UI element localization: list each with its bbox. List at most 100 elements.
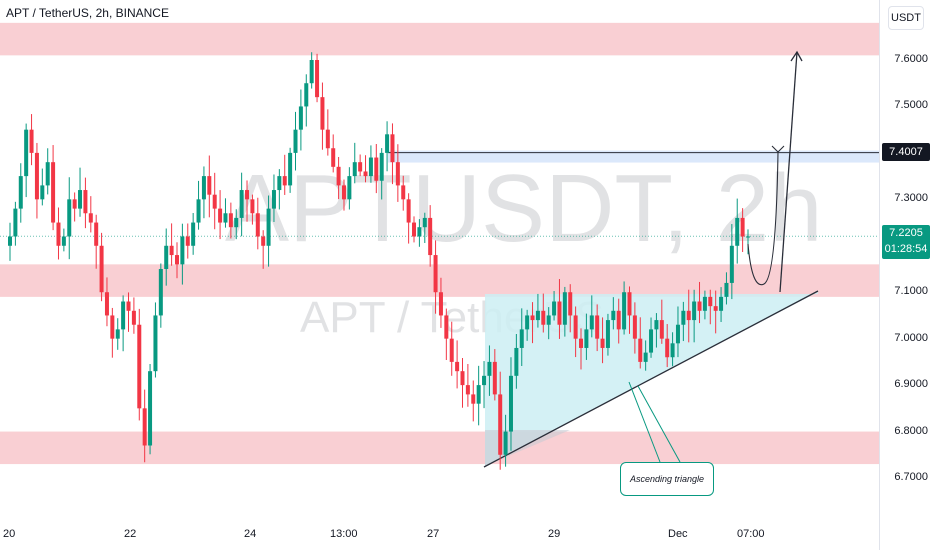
y-tick-label: 7.6000 — [894, 53, 928, 65]
candle-body — [719, 296, 724, 311]
candle-body — [78, 190, 83, 209]
candle-body — [169, 245, 174, 256]
x-tick-label: 29 — [548, 528, 561, 540]
ascending-triangle-label[interactable]: Ascending triangle — [620, 462, 714, 496]
candle-body — [746, 236, 750, 238]
candle-body — [298, 106, 303, 130]
candle-body — [740, 217, 745, 237]
candle-body — [180, 236, 185, 265]
candle-body — [110, 315, 115, 339]
x-tick-label: 07:00 — [737, 528, 765, 540]
candle-body — [385, 134, 390, 153]
candle-body — [261, 236, 266, 246]
candle-body — [72, 199, 77, 209]
candle-body — [201, 176, 206, 200]
candle-body — [374, 157, 379, 181]
candle-body — [449, 338, 454, 362]
candle-body — [18, 176, 23, 209]
x-tick-label: 24 — [244, 528, 257, 540]
x-tick-label: 22 — [124, 528, 137, 540]
candle-body — [476, 385, 481, 404]
candle-body — [45, 162, 50, 186]
candle-body — [212, 194, 217, 209]
candle-body — [643, 352, 648, 362]
candle-body — [266, 208, 271, 246]
candle-body — [492, 361, 497, 395]
candle-body — [282, 176, 287, 186]
candle-body — [174, 255, 179, 265]
candle-body — [368, 157, 373, 177]
candle-body — [185, 236, 190, 246]
candle-body — [158, 269, 163, 316]
candle-body — [455, 361, 460, 372]
y-tick-label: 6.9000 — [894, 378, 928, 391]
candle-body — [546, 315, 551, 325]
candle-body — [460, 371, 465, 386]
y-tick-label: 7.5000 — [894, 99, 928, 112]
candle-body — [61, 236, 66, 246]
y-tick-label: 7.3000 — [894, 192, 928, 205]
candle-body — [729, 245, 734, 283]
candle-body — [126, 301, 131, 311]
candle-body — [325, 129, 330, 149]
candle-body — [433, 255, 438, 293]
candle-body — [320, 97, 325, 130]
candle-body — [616, 310, 621, 330]
breakout-arrowhead — [790, 50, 803, 62]
candle-body — [584, 329, 589, 348]
candle-body — [482, 375, 487, 386]
candle-body — [417, 227, 422, 237]
price-axis[interactable]: USDT — [879, 0, 932, 550]
candle-body — [514, 347, 519, 376]
candle-body — [632, 315, 637, 339]
candle-body — [622, 292, 627, 330]
candle-body — [336, 166, 341, 186]
candle-body — [40, 185, 45, 200]
candle-body — [675, 324, 680, 344]
symbol-title: APT / TetherUS, 2h, BINANCE — [6, 6, 169, 20]
y-tick-label: 7.1000 — [894, 285, 928, 298]
candle-body — [562, 292, 567, 325]
candle-body — [670, 343, 675, 358]
candle-body — [541, 310, 546, 325]
candles — [8, 52, 750, 470]
candle-body — [649, 329, 654, 353]
candle-body — [358, 162, 363, 172]
candle-body — [347, 176, 352, 200]
candle-body — [627, 292, 632, 316]
bar-countdown: 01:28:54 — [884, 243, 928, 255]
candle-body — [131, 310, 136, 325]
candle-body — [29, 129, 34, 153]
candle-body — [94, 222, 99, 246]
candle-body — [153, 315, 158, 372]
candle-body — [552, 301, 557, 316]
candle-body — [401, 185, 406, 200]
candle-body — [406, 199, 411, 223]
candle-body — [288, 152, 293, 186]
symbol-watermark: APTUSDT, 2h — [225, 155, 823, 262]
candle-body — [228, 213, 233, 228]
currency-unit-button[interactable]: USDT — [888, 6, 924, 30]
candle-body — [390, 134, 395, 163]
candle-body — [498, 394, 503, 455]
candle-body — [245, 190, 250, 200]
sr-zone-3 — [0, 431, 880, 465]
candle-body — [88, 213, 93, 223]
candle-body — [654, 320, 659, 330]
candle-body — [164, 245, 169, 269]
candle-body — [735, 217, 740, 246]
y-tick-label: 7.0000 — [894, 331, 928, 344]
candle-body — [191, 222, 196, 246]
candle-body — [724, 282, 729, 297]
candle-body — [605, 320, 610, 348]
candle-body — [595, 315, 600, 339]
candle-body — [697, 301, 702, 311]
candle-body — [659, 320, 664, 339]
candle-body — [51, 162, 56, 223]
candle-body — [713, 306, 718, 311]
candle-body — [638, 338, 643, 362]
candle-body — [519, 329, 524, 348]
candle-body — [702, 296, 707, 311]
